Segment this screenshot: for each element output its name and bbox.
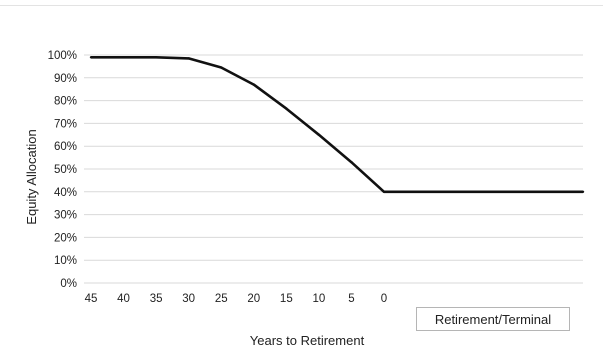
retirement-terminal-label: Retirement/Terminal (416, 307, 570, 331)
x-tick-label: 0 (381, 293, 387, 305)
data-point (187, 57, 190, 60)
x-tick-label: 25 (215, 293, 228, 305)
y-tick-label: 50% (54, 164, 77, 176)
y-tick-label: 60% (54, 141, 77, 153)
data-point (317, 133, 321, 136)
x-tick-label: 15 (280, 293, 293, 305)
top-divider (0, 5, 603, 6)
y-tick-label: 70% (54, 118, 77, 130)
data-point (220, 66, 223, 69)
data-point (581, 190, 585, 193)
y-tick-label: 0% (60, 278, 77, 290)
x-tick-label: 10 (312, 293, 325, 305)
data-point (382, 190, 386, 193)
x-tick-label: 30 (182, 293, 195, 305)
x-axis-tick-labels: 45 40 35 30 25 20 15 10 5 0 (85, 293, 388, 305)
y-tick-label: 80% (54, 96, 77, 108)
y-tick-label: 100% (48, 50, 77, 62)
y-tick-label: 90% (54, 73, 77, 85)
data-point (285, 107, 288, 110)
series-points (89, 56, 585, 193)
y-axis-tick-labels: 0% 10% 20% 30% 40% 50% 60% 70% 80% 90% 100% (48, 50, 77, 290)
data-point (154, 56, 158, 59)
y-tick-label: 30% (54, 210, 77, 222)
x-tick-label: 20 (247, 293, 260, 305)
data-point (122, 56, 125, 59)
data-point (252, 83, 255, 86)
x-tick-label: 45 (85, 293, 98, 305)
x-tick-label: 5 (348, 293, 354, 305)
x-tick-label: 35 (150, 293, 163, 305)
y-tick-label: 40% (54, 187, 77, 199)
grid-lines (84, 54, 583, 284)
y-axis-title: Equity Allocation (24, 129, 39, 224)
y-tick-label: 20% (54, 232, 77, 244)
data-point (89, 56, 93, 59)
x-tick-label: 40 (117, 293, 130, 305)
data-point (350, 160, 353, 164)
y-tick-label: 10% (54, 255, 77, 267)
x-axis-title: Years to Retirement (250, 333, 365, 348)
